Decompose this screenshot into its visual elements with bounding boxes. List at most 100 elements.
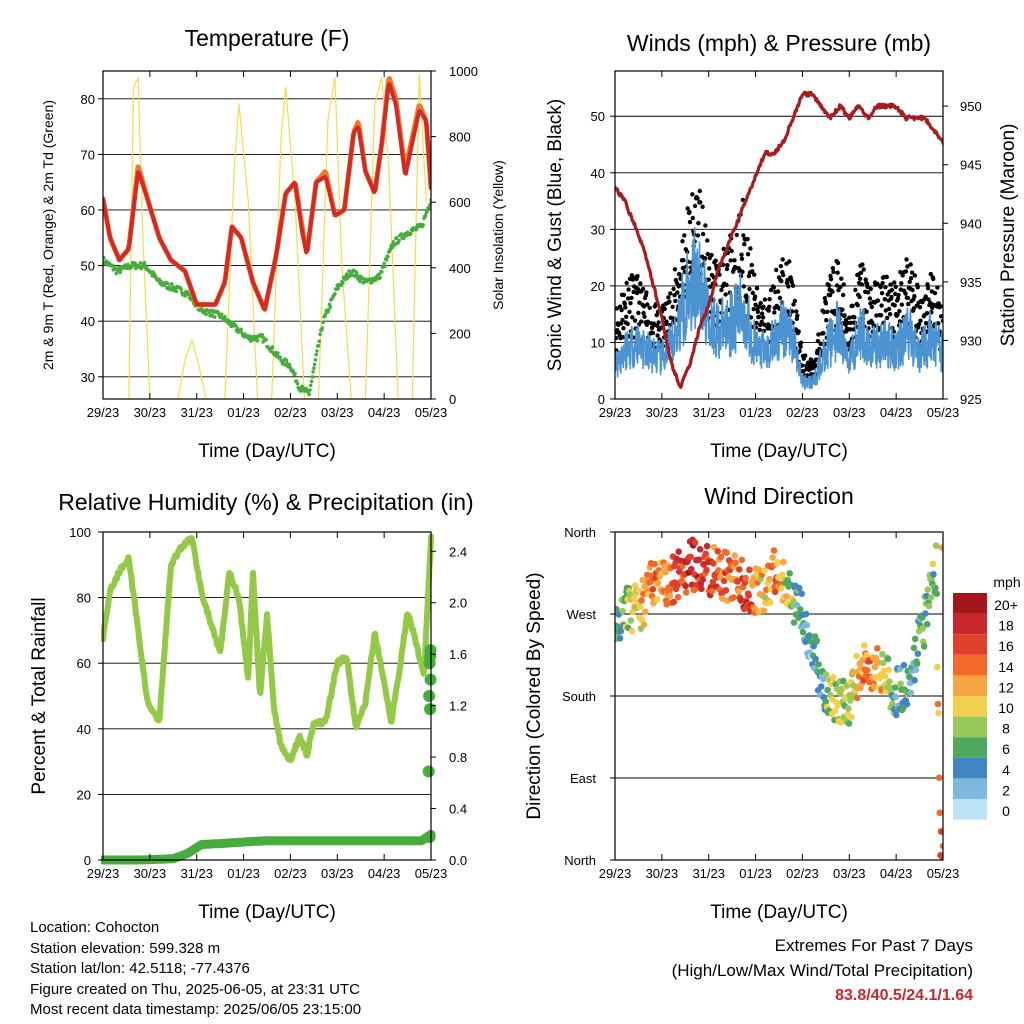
gust-point: [767, 297, 772, 302]
direction-point: [840, 677, 847, 685]
left-tick-label: 40: [591, 166, 605, 181]
left-tick-label: 70: [81, 147, 95, 162]
direction-point: [879, 650, 886, 658]
x-tick-label: 31/23: [180, 405, 213, 420]
station-elevation: Station elevation: 599.328 m: [30, 939, 221, 957]
gust-point: [791, 302, 796, 307]
gust-point: [923, 321, 929, 326]
direction-point: [797, 606, 804, 613]
gust-point: [858, 270, 864, 275]
direction-point: [615, 605, 620, 613]
direction-point: [935, 774, 943, 781]
dewpoint-point: [142, 260, 147, 265]
dewpoint-point: [315, 349, 319, 353]
dewpoint-point: [336, 286, 340, 291]
gust-point: [928, 300, 933, 305]
direction-point: [874, 659, 882, 666]
right-tick-label: 1.2: [449, 699, 467, 714]
direction-point: [799, 628, 807, 636]
gust-point: [618, 321, 624, 326]
gust-point: [938, 304, 943, 309]
gust-point: [821, 331, 826, 336]
gust-point: [824, 318, 829, 323]
direction-point: [822, 698, 829, 705]
left-tick-label: 40: [77, 722, 91, 737]
direction-point: [860, 642, 868, 649]
gust-point: [629, 295, 634, 301]
x-tick-label: 04/23: [880, 405, 913, 420]
gust-point: [785, 309, 791, 314]
direction-point: [897, 680, 904, 688]
station-pressure-line: [615, 90, 943, 389]
gust-point: [697, 188, 702, 194]
x-tick-label: 05/23: [927, 405, 960, 420]
direction-point: [798, 590, 805, 597]
dewpoint-point: [373, 278, 378, 282]
dewpoint-point: [380, 270, 384, 274]
gust-point: [709, 252, 714, 258]
gust-point: [845, 320, 850, 326]
direction-point: [771, 588, 779, 596]
direction-point: [812, 655, 819, 663]
gust-point: [733, 265, 738, 271]
dewpoint-point: [321, 320, 326, 325]
gust-point: [795, 313, 800, 318]
gust-point: [671, 286, 676, 292]
gust-point: [786, 284, 791, 289]
gust-point: [882, 297, 888, 302]
gust-point: [642, 314, 647, 319]
gust-point: [878, 313, 884, 318]
dewpoint-point: [394, 236, 399, 240]
gust-point: [703, 223, 708, 228]
dewpoint-point: [207, 310, 211, 315]
right-tick-label: 935: [960, 275, 982, 290]
right-axis-title: Station Pressure (Maroon): [998, 124, 1019, 347]
legend-swatch: [953, 716, 987, 738]
gust-point: [908, 262, 913, 267]
gust-point: [924, 311, 930, 316]
gust-point: [619, 307, 624, 313]
gust-point: [864, 309, 869, 314]
direction-point: [619, 607, 626, 615]
direction-point: [780, 558, 787, 566]
x-tick-label: 29/23: [599, 405, 632, 420]
legend-swatch: [953, 799, 987, 820]
left-tick-label: 30: [591, 222, 605, 237]
gust-point: [928, 271, 933, 277]
gust-point: [645, 302, 650, 307]
dewpoint-point: [316, 343, 321, 348]
gust-point: [815, 338, 821, 344]
dewpoint-point: [311, 370, 315, 374]
x-tick-label: 01/23: [739, 866, 772, 881]
direction-point: [651, 560, 658, 568]
x-tick-label: 02/23: [786, 866, 819, 881]
gust-point: [625, 321, 630, 327]
x-tick-label: 30/23: [646, 866, 679, 881]
gust-point: [888, 282, 893, 287]
direction-point: [845, 720, 853, 727]
gust-point: [706, 277, 711, 282]
direction-point: [631, 582, 639, 589]
x-tick-label: 04/23: [368, 866, 401, 881]
station-latlon: Station lat/lon: 42.5118; -77.4376: [30, 960, 250, 977]
left-tick-label: 50: [81, 259, 95, 274]
direction-point: [910, 644, 918, 652]
dewpoint-point: [317, 339, 322, 344]
direction-point: [647, 572, 654, 579]
x-tick-label: 30/23: [134, 405, 167, 420]
gust-point: [889, 294, 894, 300]
gust-point: [936, 321, 941, 326]
gust-point: [938, 314, 943, 319]
direction-point: [939, 842, 943, 850]
gust-point: [630, 315, 635, 320]
gust-point: [746, 273, 752, 279]
gust-point: [903, 291, 908, 296]
gust-point: [767, 304, 772, 309]
gust-point: [707, 284, 713, 289]
x-axis-title: Time (Day/UTC): [710, 441, 848, 462]
x-tick-label: 30/23: [134, 866, 167, 881]
direction-point: [745, 592, 752, 599]
direction-point: [930, 571, 937, 578]
x-tick-label: 01/23: [227, 405, 260, 420]
gust-point: [910, 287, 915, 293]
